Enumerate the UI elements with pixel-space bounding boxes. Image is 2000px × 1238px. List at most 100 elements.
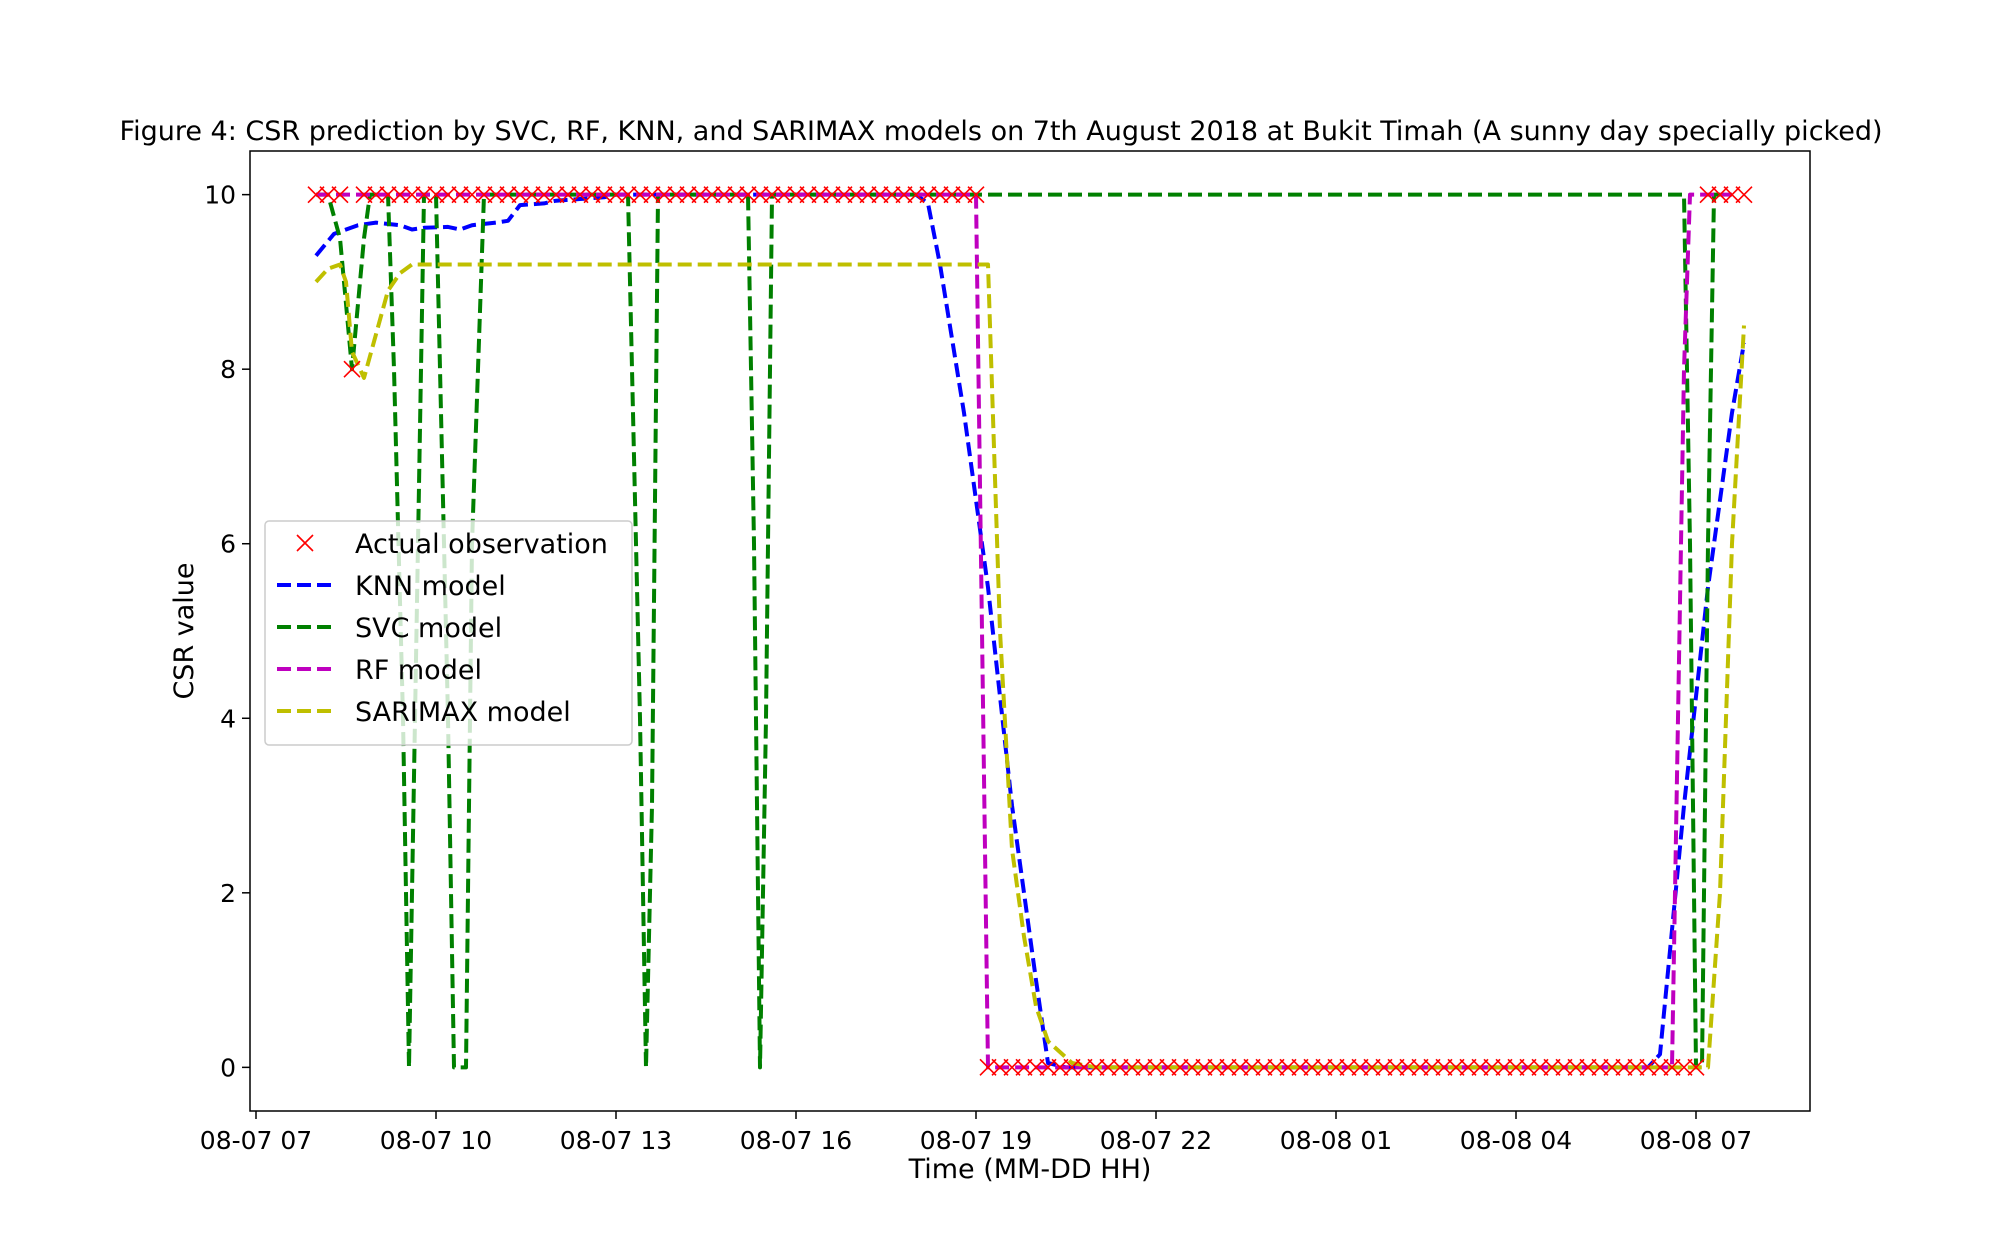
y-tick-label: 2 xyxy=(220,879,236,908)
x-tick-label: 08-08 07 xyxy=(1640,1126,1752,1155)
data-point xyxy=(1555,1058,1573,1076)
chart-title: Figure 4: CSR prediction by SVC, RF, KNN… xyxy=(120,116,1883,147)
legend: Actual observation KNN model SVC model RF m… xyxy=(264,520,633,746)
data-point xyxy=(487,186,505,204)
data-point xyxy=(1003,1058,1021,1076)
data-point xyxy=(1315,1058,1333,1076)
data-point xyxy=(1351,1058,1369,1076)
data-point xyxy=(1111,1058,1129,1076)
data-point xyxy=(451,186,469,204)
x-tick-label: 08-07 19 xyxy=(920,1126,1032,1155)
data-point xyxy=(367,186,385,204)
data-point xyxy=(1471,1058,1489,1076)
data-point xyxy=(535,186,553,204)
legend-label: SARIMAX model xyxy=(355,697,571,728)
x-tick-label: 08-07 13 xyxy=(560,1126,672,1155)
data-point xyxy=(907,186,925,204)
data-point xyxy=(523,186,541,204)
data-point xyxy=(655,186,673,204)
data-point xyxy=(703,186,721,204)
data-point xyxy=(595,186,613,204)
data-point xyxy=(1135,1058,1153,1076)
data-point xyxy=(1531,1058,1549,1076)
data-point xyxy=(1255,1058,1273,1076)
data-point xyxy=(571,186,589,204)
data-point xyxy=(1423,1058,1441,1076)
data-point xyxy=(559,186,577,204)
data-point xyxy=(619,186,637,204)
data-point xyxy=(319,186,337,204)
data-point xyxy=(667,186,685,204)
data-point xyxy=(1387,1058,1405,1076)
data-point xyxy=(1339,1058,1357,1076)
data-point xyxy=(1495,1058,1513,1076)
data-point xyxy=(643,186,661,204)
data-point xyxy=(1675,1058,1693,1076)
data-point xyxy=(1075,1058,1093,1076)
y-tick-label: 6 xyxy=(220,530,236,559)
data-point xyxy=(871,186,889,204)
x-axis: 08-07 07 08-07 10 08-07 13 08-07 16 08-07 19… xyxy=(200,1111,1752,1155)
series-line-sarimax-model xyxy=(314,262,1746,1070)
data-point xyxy=(631,186,649,204)
data-point xyxy=(679,186,697,204)
data-point xyxy=(547,186,565,204)
data-point xyxy=(1087,1058,1105,1076)
data-point xyxy=(931,186,949,204)
data-point xyxy=(955,186,973,204)
data-point xyxy=(799,186,817,204)
legend-item: KNN model xyxy=(277,571,506,602)
legend-item: SVC model xyxy=(277,613,502,644)
data-point xyxy=(1591,1058,1609,1076)
data-point xyxy=(607,186,625,204)
data-point xyxy=(1231,1058,1249,1076)
legend-label: RF model xyxy=(355,655,482,686)
y-tick-label: 0 xyxy=(220,1053,236,1082)
y-axis-title: CSR value xyxy=(169,562,200,699)
y-tick-label: 8 xyxy=(220,355,236,384)
series-line-rf-model xyxy=(316,192,1732,1070)
y-tick-label: 4 xyxy=(220,704,236,733)
data-point xyxy=(1015,1058,1033,1076)
data-point xyxy=(439,186,457,204)
data-point xyxy=(1027,1058,1045,1076)
data-point xyxy=(475,186,493,204)
data-point xyxy=(1039,1058,1057,1076)
data-point xyxy=(1267,1058,1285,1076)
data-point xyxy=(727,186,745,204)
legend-item: Actual observation xyxy=(296,529,608,560)
data-point xyxy=(499,186,517,204)
data-point xyxy=(463,186,481,204)
data-point xyxy=(775,186,793,204)
data-point xyxy=(1279,1058,1297,1076)
data-point xyxy=(1687,1058,1705,1076)
data-point xyxy=(1363,1058,1381,1076)
data-point xyxy=(859,186,877,204)
data-point xyxy=(1183,1058,1201,1076)
legend-marker xyxy=(296,534,314,552)
data-point xyxy=(1411,1058,1429,1076)
x-axis-title: Time (MM-DD HH) xyxy=(908,1154,1152,1185)
x-tick-label: 08-07 10 xyxy=(380,1126,492,1155)
data-point xyxy=(835,186,853,204)
legend-item: SARIMAX model xyxy=(277,697,571,728)
data-point xyxy=(715,186,733,204)
data-point xyxy=(1459,1058,1477,1076)
legend-label: KNN model xyxy=(355,571,506,602)
data-point xyxy=(1543,1058,1561,1076)
data-point xyxy=(1639,1058,1657,1076)
data-point xyxy=(1711,186,1729,204)
data-point xyxy=(1219,1058,1237,1076)
data-point xyxy=(991,1058,1009,1076)
data-point xyxy=(1519,1058,1537,1076)
data-point xyxy=(883,186,901,204)
data-point xyxy=(691,186,709,204)
plot-area xyxy=(307,186,1753,1076)
x-tick-label: 08-08 04 xyxy=(1460,1126,1572,1155)
data-point xyxy=(1171,1058,1189,1076)
data-point xyxy=(1303,1058,1321,1076)
data-point xyxy=(1159,1058,1177,1076)
data-point xyxy=(763,186,781,204)
data-point xyxy=(1507,1058,1525,1076)
